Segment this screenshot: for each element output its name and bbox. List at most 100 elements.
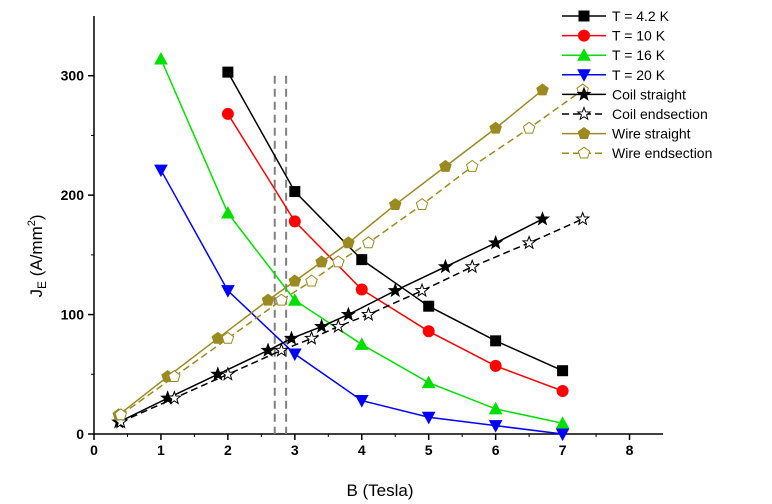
x-tick-label: 0 — [90, 442, 98, 458]
y-axis-title-main: J — [27, 289, 46, 298]
legend-entry: T = 4.2 K — [562, 8, 670, 24]
data-point — [388, 198, 402, 211]
data-point — [362, 236, 375, 249]
data-point — [557, 365, 569, 377]
legend-label: T = 10 K — [612, 28, 666, 44]
axes: 0 1 2 3 4 5 6 7 8 0 100 200 300 — [61, 16, 663, 458]
data-point — [387, 282, 403, 298]
legend-marker — [578, 10, 590, 22]
legend-marker — [577, 69, 591, 82]
data-point — [288, 215, 301, 228]
data-point — [305, 274, 318, 287]
data-point — [556, 385, 569, 398]
data-point — [536, 83, 549, 96]
x-axis-title: B (Tesla) — [346, 481, 413, 500]
series-line — [160, 169, 563, 435]
legend-label: Coil straight — [612, 86, 686, 102]
legend-entry: T = 20 K — [562, 67, 666, 83]
y-tick-label: 100 — [61, 307, 85, 323]
y-tick-label: 0 — [76, 426, 84, 442]
data-point — [114, 408, 128, 421]
series-line — [227, 113, 563, 392]
data-point — [340, 306, 356, 322]
data-point — [490, 335, 502, 347]
legend-label: Wire straight — [612, 126, 691, 142]
series-line — [118, 218, 543, 423]
data-point — [275, 293, 288, 306]
data-point — [488, 401, 503, 415]
data-point — [332, 255, 345, 268]
legend-entry: Wire endsection — [562, 145, 712, 161]
y-axis-title-sub: E — [35, 281, 49, 289]
x-tick-label: 1 — [157, 442, 165, 458]
x-tick-label: 5 — [425, 442, 433, 458]
data-point — [422, 325, 435, 338]
data-point — [489, 359, 502, 372]
data-point — [421, 411, 436, 425]
x-tick-label: 6 — [492, 442, 500, 458]
data-point — [575, 211, 591, 226]
data-point — [488, 420, 503, 433]
series-4 — [111, 211, 551, 429]
series-1 — [221, 107, 569, 398]
legend-marker — [577, 146, 591, 159]
legend-entry: Coil straight — [562, 86, 686, 102]
data-point — [260, 342, 276, 357]
data-point — [304, 330, 320, 345]
x-tick-label: 7 — [559, 442, 567, 458]
data-point — [154, 164, 168, 178]
data-point — [166, 390, 182, 405]
y-tick-label: 300 — [61, 68, 85, 84]
data-point — [154, 51, 168, 65]
data-point — [423, 300, 435, 312]
data-point — [464, 258, 480, 274]
legend-entry: Coil endsection — [562, 106, 708, 122]
data-point — [354, 395, 369, 408]
legend-entry: T = 10 K — [562, 28, 666, 44]
data-point — [522, 121, 536, 134]
data-point — [221, 285, 235, 298]
data-point — [356, 254, 368, 266]
y-axis-title-sup: 2 — [26, 220, 38, 226]
y-axis-title: JE (A/mm2) — [26, 214, 49, 297]
data-point — [354, 337, 369, 350]
data-point — [168, 370, 181, 383]
data-point — [315, 255, 328, 268]
data-point — [421, 375, 436, 389]
data-point — [465, 159, 479, 172]
legend-label: T = 20 K — [612, 67, 666, 83]
data-point — [221, 331, 235, 344]
data-point — [415, 198, 429, 211]
data-point — [489, 121, 502, 134]
data-point — [289, 186, 301, 198]
x-tick-label: 4 — [358, 442, 366, 458]
data-point — [314, 318, 330, 333]
data-point — [555, 416, 570, 429]
data-point — [521, 234, 537, 250]
x-tick-label: 3 — [291, 442, 299, 458]
legend-entry: T = 16 K — [562, 47, 666, 63]
x-tick-label: 2 — [224, 442, 232, 458]
y-axis-title-close: ) — [27, 214, 46, 220]
series-group — [111, 51, 591, 442]
data-point — [355, 283, 368, 296]
legend-marker — [576, 86, 592, 101]
y-axis-title-unit: (A/mm — [27, 226, 46, 281]
data-point — [439, 159, 452, 172]
y-tick-label: 200 — [61, 187, 85, 203]
legend-label: Coil endsection — [612, 106, 708, 122]
data-point — [211, 331, 225, 344]
data-point — [210, 366, 226, 381]
data-point — [221, 206, 235, 219]
data-point — [283, 330, 300, 345]
data-point — [221, 107, 234, 120]
data-point — [287, 348, 302, 362]
series-6 — [112, 83, 549, 421]
data-point — [360, 306, 377, 322]
data-point — [330, 318, 346, 333]
legend-marker — [577, 126, 591, 139]
series-5 — [113, 211, 591, 429]
legend-entry: Wire straight — [562, 126, 691, 142]
data-point — [342, 236, 355, 249]
